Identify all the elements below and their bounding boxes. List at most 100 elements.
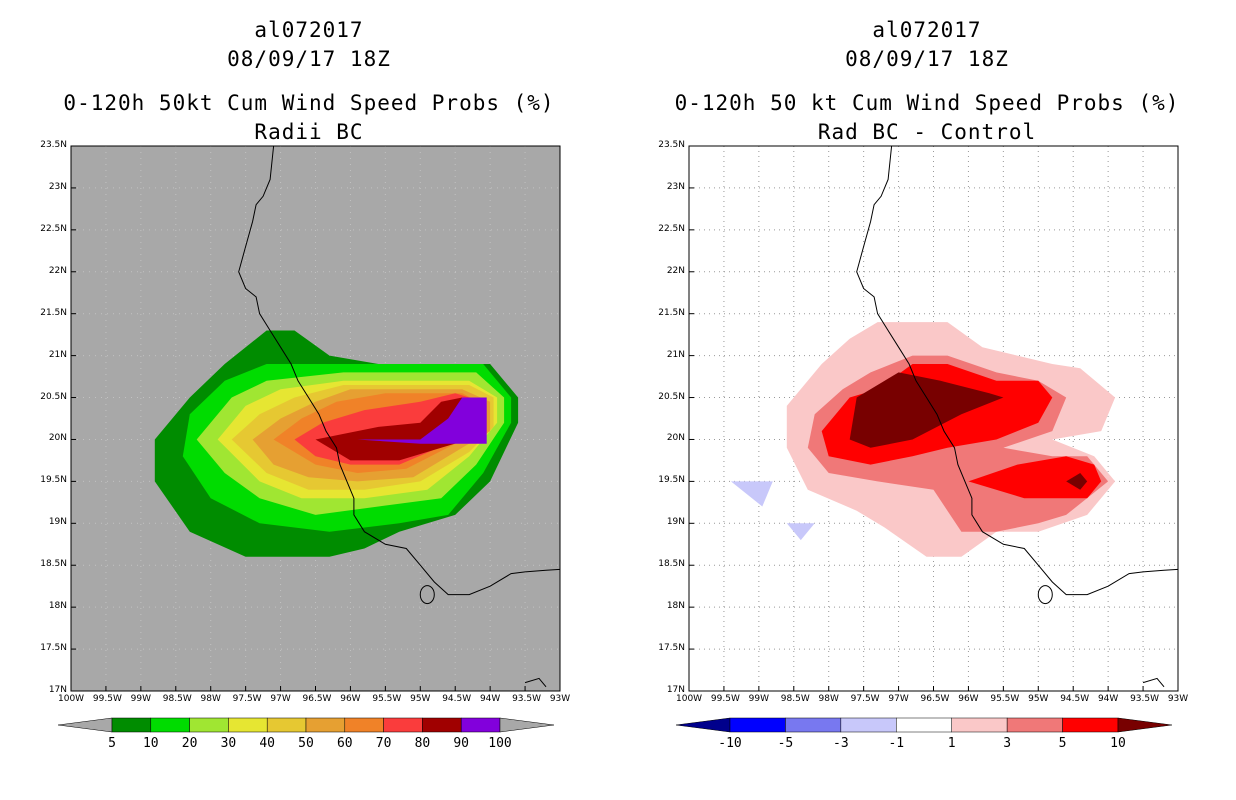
lake-outline (1037, 585, 1053, 605)
y-tick-label: 21.5N (658, 307, 685, 318)
y-tick-label: 22.5N (658, 223, 685, 234)
colorbar-swatch (111, 717, 152, 733)
colorbar-label: 60 (336, 736, 353, 751)
colorbar-label: 40 (259, 736, 276, 751)
left-panel: al072017 08/09/17 18Z 0-120h 50kt Cum Wi… (63, 18, 555, 144)
colorbar-swatch (305, 717, 346, 733)
y-tick-label: 23N (666, 181, 685, 192)
colorbar-label: -5 (777, 736, 794, 751)
x-tick-label: 96.5W (302, 694, 332, 704)
y-tick-label: 22N (666, 265, 685, 276)
colorbar-swatch (344, 717, 384, 733)
colorbar-swatch (729, 717, 786, 733)
colorbar-swatch (460, 717, 501, 733)
colorbar-label: 30 (220, 736, 237, 751)
y-tick-label: 21N (666, 349, 685, 360)
y-tick-label: 21N (48, 349, 67, 360)
y-tick-label: 17.5N (658, 643, 685, 654)
x-tick-label: 94.5W (1060, 694, 1090, 704)
colorbar-swatch (1006, 717, 1063, 733)
x-tick-label: 100W (676, 694, 703, 704)
colorbar-label: 10 (1110, 736, 1126, 751)
contour-level--3 (786, 523, 815, 541)
chart-title: 0-120h 50kt Cum Wind Speed Probs (%) (63, 91, 555, 115)
contour-level-5 (968, 456, 1102, 499)
y-tick-label: 18.5N (40, 559, 67, 570)
y-tick-label: 19N (48, 517, 67, 528)
x-tick-label: 94W (479, 694, 501, 704)
coastline (238, 145, 561, 596)
colorbar-left-triangle (57, 717, 113, 733)
storm-id: al072017 (872, 18, 982, 42)
x-tick-label: 93.5W (1130, 694, 1160, 704)
colorbar-swatch (896, 717, 952, 733)
contour-level-80 (315, 397, 484, 461)
x-tick-label: 93W (1167, 694, 1189, 704)
contour-level-10 (1066, 473, 1088, 490)
colorbar-right (675, 717, 1173, 733)
colorbar-label: 10 (142, 736, 159, 751)
colorbar-label: 70 (375, 736, 392, 751)
coastline (856, 145, 1179, 596)
colorbar-swatch (150, 717, 190, 733)
x-tick-label: 97W (270, 694, 291, 704)
y-tick-label: 20N (48, 433, 67, 444)
colorbar-left-triangle (675, 717, 731, 733)
y-tick-label: 18.5N (658, 559, 685, 570)
x-tick-label: 95.5W (372, 694, 402, 704)
y-tick-label: 18N (48, 601, 67, 612)
x-tick-label: 95W (410, 694, 431, 704)
x-tick-label: 97.5W (232, 694, 262, 704)
x-tick-label: 98.5W (162, 694, 192, 704)
x-tick-label: 95.5W (990, 694, 1020, 704)
y-tick-label: 22.5N (40, 223, 67, 234)
y-tick-label: 18N (666, 601, 685, 612)
y-tick-label: 20.5N (40, 391, 67, 402)
x-tick-label: 93.5W (512, 694, 542, 704)
difference-map-right (688, 145, 1179, 692)
x-tick-label: 97W (888, 694, 909, 704)
x-tick-label: 94W (1097, 694, 1119, 704)
colorbar-left (57, 717, 555, 733)
x-tick-label: 99W (130, 694, 152, 704)
x-tick-label: 97.5W (850, 694, 880, 704)
colorbar-label: 5 (108, 736, 116, 751)
x-tick-label: 99.5W (92, 694, 122, 704)
colorbar-label: 20 (181, 736, 198, 751)
colorbar-right-triangle (499, 717, 555, 733)
colorbar-swatch (422, 717, 462, 733)
x-tick-label: 96W (958, 694, 979, 704)
y-tick-label: 19.5N (40, 475, 67, 486)
colorbar-swatch (951, 717, 1008, 733)
contour-level--3 (730, 481, 773, 507)
y-tick-label: 19.5N (658, 475, 685, 486)
x-tick-label: 94.5W (442, 694, 472, 704)
colorbar-label: 3 (1003, 736, 1012, 751)
y-tick-label: 21.5N (40, 307, 67, 318)
colorbar-label: 90 (453, 736, 470, 751)
chart-subtitle: Rad BC - Control (817, 120, 1037, 144)
x-tick-label: 93W (549, 694, 571, 704)
x-tick-label: 96.5W (920, 694, 950, 704)
lake-outline (524, 677, 547, 688)
y-tick-label: 17N (48, 685, 67, 695)
colorbar-swatch (1062, 717, 1119, 733)
x-tick-label: 98.5W (780, 694, 810, 704)
chart-title: 0-120h 50 kt Cum Wind Speed Probs (%) (674, 91, 1180, 115)
chart-subtitle: Radii BC (254, 120, 364, 144)
datetime: 08/09/17 18Z (845, 47, 1009, 71)
colorbar-label: 50 (298, 736, 314, 751)
y-tick-label: 23N (48, 181, 67, 192)
contour-level-10 (849, 372, 1004, 448)
lake-outline (419, 585, 435, 605)
right-panel: al072017 08/09/17 18Z 0-120h 50 kt Cum W… (618, 0, 1236, 800)
colorbar-swatch (383, 717, 423, 733)
colorbar-swatch (266, 717, 307, 733)
colorbar-label: 80 (414, 736, 431, 751)
x-tick-label: 99.5W (710, 694, 740, 704)
colorbar-swatch (785, 717, 842, 733)
colorbar-label: -10 (718, 736, 742, 751)
x-tick-label: 100W (58, 694, 85, 704)
colorbar-swatch (840, 717, 897, 733)
probability-map-left (70, 145, 561, 692)
